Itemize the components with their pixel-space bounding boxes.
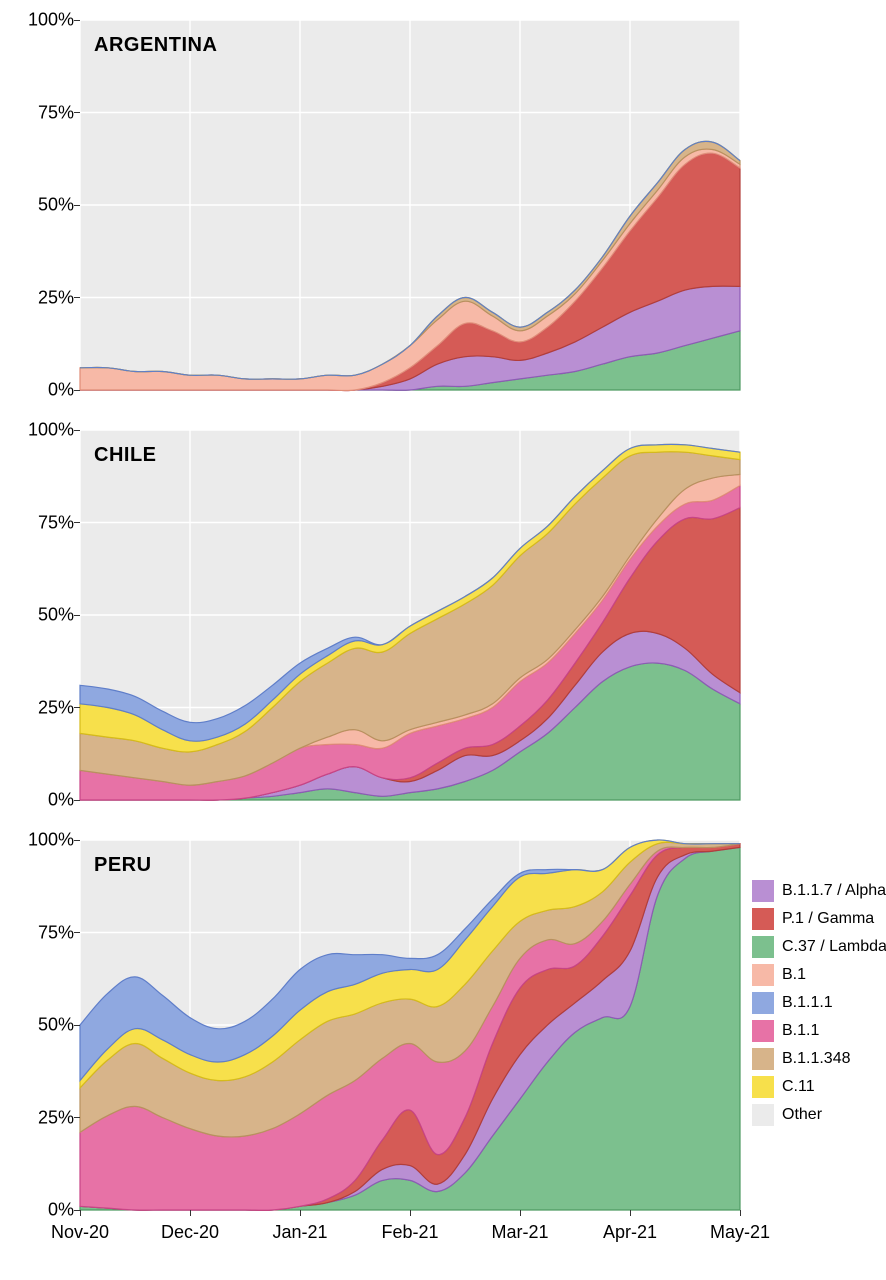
y-tick-mark: [74, 1025, 80, 1026]
legend-item-b11: B.1.1: [752, 1020, 886, 1042]
legend-item-other: Other: [752, 1104, 886, 1126]
legend-swatch: [752, 992, 774, 1014]
y-tick-label: 0%: [48, 1200, 74, 1221]
panel-peru: PERU0%25%50%75%100%Nov-20Dec-20Jan-21Feb…: [80, 840, 740, 1210]
y-tick-label: 100%: [28, 10, 74, 31]
panel-title: ARGENTINA: [94, 34, 217, 57]
x-tick-mark: [740, 1210, 741, 1216]
legend-item-b1: B.1: [752, 964, 886, 986]
x-tick-mark: [520, 1210, 521, 1216]
legend-swatch: [752, 1048, 774, 1070]
y-tick-mark: [74, 20, 80, 21]
y-tick-mark: [74, 522, 80, 523]
y-tick-label: 25%: [38, 697, 74, 718]
y-tick-label: 50%: [38, 605, 74, 626]
legend-item-b111: B.1.1.1: [752, 992, 886, 1014]
y-tick-label: 75%: [38, 512, 74, 533]
y-tick-label: 75%: [38, 922, 74, 943]
x-tick-label: May-21: [710, 1222, 770, 1243]
x-tick-label: Apr-21: [603, 1222, 657, 1243]
x-tick-label: Feb-21: [381, 1222, 438, 1243]
panel-title: PERU: [94, 854, 152, 877]
legend-label: C.11: [782, 1078, 815, 1096]
x-tick-mark: [630, 1210, 631, 1216]
y-tick-mark: [74, 112, 80, 113]
panel-argentina: ARGENTINA0%25%50%75%100%: [80, 20, 740, 390]
y-tick-mark: [74, 932, 80, 933]
legend-item-c11: C.11: [752, 1076, 886, 1098]
legend-swatch: [752, 964, 774, 986]
y-tick-mark: [74, 297, 80, 298]
x-tick-label: Jan-21: [272, 1222, 327, 1243]
legend-item-lambda: C.37 / Lambda: [752, 936, 886, 958]
y-tick-mark: [74, 430, 80, 431]
y-tick-label: 0%: [48, 380, 74, 401]
plot-area: [80, 430, 740, 800]
y-tick-mark: [74, 205, 80, 206]
legend-item-gamma: P.1 / Gamma: [752, 908, 886, 930]
legend-label: B.1.1.348: [782, 1050, 851, 1068]
x-tick-mark: [190, 1210, 191, 1216]
y-tick-mark: [74, 840, 80, 841]
legend-label: C.37 / Lambda: [782, 938, 886, 956]
y-tick-label: 25%: [38, 1107, 74, 1128]
plot-area: [80, 20, 740, 390]
y-tick-mark: [74, 390, 80, 391]
legend-swatch: [752, 1020, 774, 1042]
x-tick-label: Nov-20: [51, 1222, 109, 1243]
y-tick-mark: [74, 1117, 80, 1118]
y-tick-label: 100%: [28, 420, 74, 441]
legend-swatch: [752, 936, 774, 958]
x-tick-label: Mar-21: [491, 1222, 548, 1243]
y-tick-label: 50%: [38, 195, 74, 216]
panel-chile: CHILE0%25%50%75%100%: [80, 430, 740, 800]
legend-label: Other: [782, 1106, 822, 1124]
y-tick-label: 0%: [48, 790, 74, 811]
chart-svg: [80, 20, 740, 390]
legend-label: B.1.1: [782, 1022, 819, 1040]
x-tick-mark: [300, 1210, 301, 1216]
legend-swatch: [752, 908, 774, 930]
legend-swatch: [752, 880, 774, 902]
y-tick-label: 75%: [38, 102, 74, 123]
y-tick-mark: [74, 800, 80, 801]
legend-label: B.1.1.7 / Alpha: [782, 882, 886, 900]
y-tick-mark: [74, 707, 80, 708]
legend: B.1.1.7 / Alpha P.1 / Gamma C.37 / Lambda B…: [752, 880, 886, 1132]
chart-svg: [80, 840, 740, 1210]
legend-swatch: [752, 1104, 774, 1126]
legend-swatch: [752, 1076, 774, 1098]
legend-label: B.1.1.1: [782, 994, 833, 1012]
y-tick-label: 50%: [38, 1015, 74, 1036]
x-tick-label: Dec-20: [161, 1222, 219, 1243]
panel-title: CHILE: [94, 444, 157, 467]
x-tick-mark: [410, 1210, 411, 1216]
y-tick-label: 100%: [28, 830, 74, 851]
legend-label: B.1: [782, 966, 806, 984]
legend-label: P.1 / Gamma: [782, 910, 874, 928]
y-tick-mark: [74, 615, 80, 616]
x-tick-mark: [80, 1210, 81, 1216]
y-tick-label: 25%: [38, 287, 74, 308]
legend-item-alpha: B.1.1.7 / Alpha: [752, 880, 886, 902]
chart-svg: [80, 430, 740, 800]
legend-item-b11348: B.1.1.348: [752, 1048, 886, 1070]
plot-area: [80, 840, 740, 1210]
